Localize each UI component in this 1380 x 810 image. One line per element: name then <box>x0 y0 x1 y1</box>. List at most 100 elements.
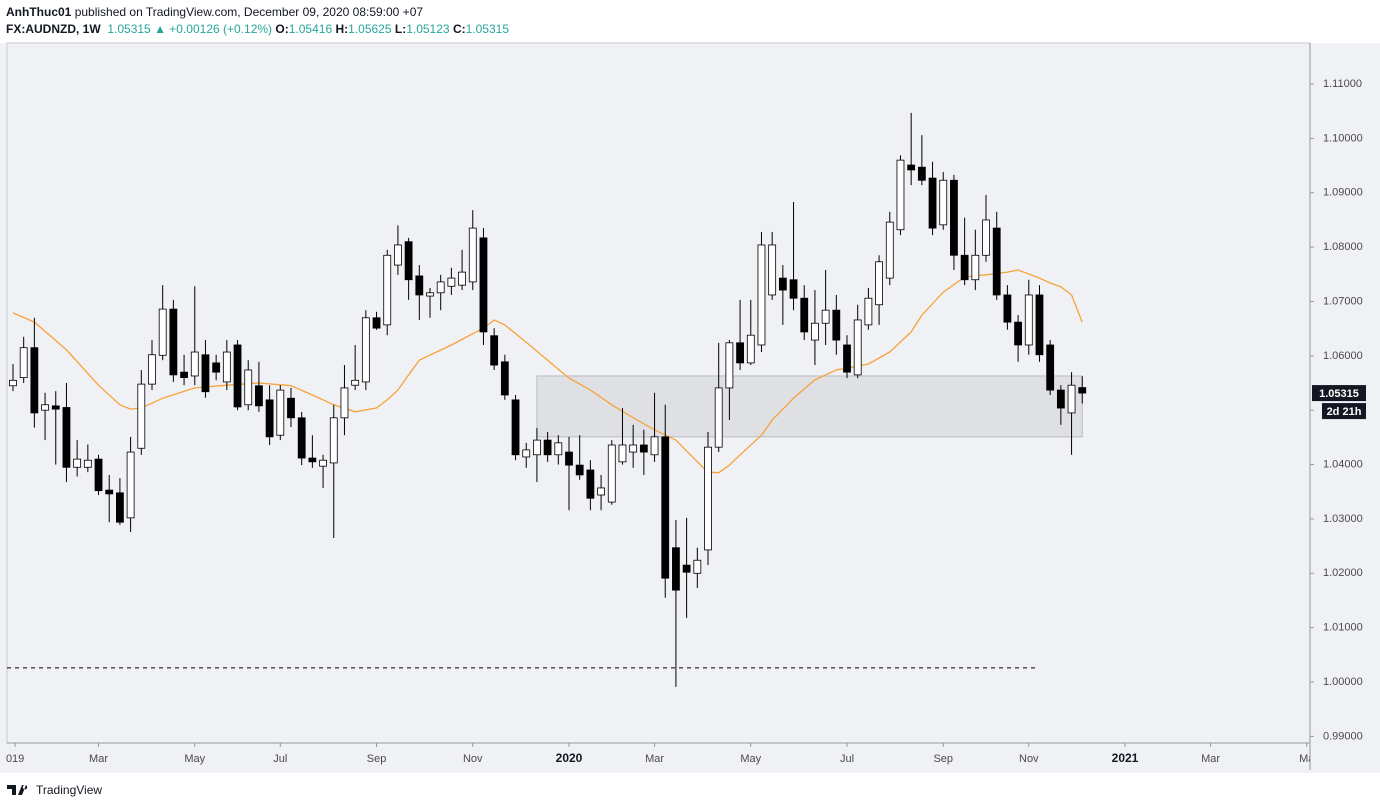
candle-body <box>308 457 317 463</box>
candle-body <box>1014 321 1022 346</box>
x-tick-label: May <box>184 753 205 765</box>
candle-body <box>265 399 274 438</box>
candle-body <box>639 444 648 453</box>
publish-line: AnhThuc01 published on TradingView.com, … <box>6 4 509 21</box>
published: published on TradingView.com, December 0… <box>74 5 424 19</box>
candle-body <box>554 442 563 456</box>
countdown-label: 2d 21h <box>1327 406 1362 418</box>
y-tick-label: 1.08000 <box>1323 241 1363 253</box>
candle-body <box>244 369 253 406</box>
candle-body <box>704 446 712 551</box>
candle-body <box>661 436 670 579</box>
candle-body <box>917 166 926 181</box>
candle-body <box>297 417 306 459</box>
candle-body <box>468 227 477 283</box>
x-tick-label: Mar <box>645 753 664 765</box>
candle-body <box>768 244 777 296</box>
x-tick-label: Nov <box>1019 753 1039 765</box>
candle-body <box>287 397 295 419</box>
candle-body <box>329 417 338 464</box>
candle-body <box>543 439 552 456</box>
candle-body <box>361 317 370 383</box>
candle-body <box>607 444 616 503</box>
candle-body <box>351 379 360 386</box>
candle-body <box>116 492 124 523</box>
candle-body <box>212 362 221 373</box>
candle-body <box>982 219 990 256</box>
candle-body <box>789 279 798 299</box>
candle-body <box>853 319 862 376</box>
chart: 019 Mar May Jul Sep Nov 2020 Mar May Jul Sep Nov 202… <box>0 42 1380 773</box>
candle-body <box>714 387 723 448</box>
candle-body <box>511 399 520 456</box>
y-tick-label: 1.06000 <box>1323 350 1363 362</box>
candle-body <box>928 177 937 229</box>
candle-body <box>693 559 702 574</box>
candle-body <box>597 487 605 496</box>
candle-body <box>533 439 541 456</box>
price-tag-label: 1.05315 <box>1319 388 1359 400</box>
candle-body <box>843 344 851 373</box>
candle-body <box>73 458 82 468</box>
candle-body <box>778 277 787 291</box>
candle-body <box>340 387 349 419</box>
candle-body <box>736 342 744 364</box>
y-tick-label: 1.03000 <box>1323 513 1363 525</box>
candle-body <box>94 458 103 492</box>
candle-body <box>821 309 830 324</box>
time-axis: 019 Mar May Jul Sep Nov 2020 Mar May Jul Sep Nov 202… <box>6 743 1315 765</box>
l-label: L: <box>394 22 407 36</box>
candle-body <box>907 164 916 171</box>
y-tick-label: 0.99000 <box>1323 730 1363 742</box>
candle-body <box>41 404 49 411</box>
candle-body <box>875 261 883 306</box>
candle-body <box>1067 384 1076 414</box>
h-value: 1.05625 <box>348 22 392 36</box>
symbol: FX:AUDNZD, 1W <box>6 22 101 36</box>
candle-body <box>586 469 595 499</box>
candle-body <box>992 227 1001 296</box>
candle-body <box>522 449 531 458</box>
candle-body <box>1035 294 1044 356</box>
candle-body <box>746 334 755 364</box>
change: ▲ +0.00126 (+0.12%) <box>154 22 273 36</box>
candle-body <box>939 179 948 226</box>
candle-body <box>500 361 509 396</box>
candle-body <box>479 237 488 333</box>
candle-body <box>276 389 285 436</box>
candle-body <box>629 444 638 453</box>
candle-body <box>800 297 809 333</box>
footer: TradingView <box>6 782 102 798</box>
candle-body <box>190 351 199 377</box>
candle-body <box>19 347 28 378</box>
x-tick-label: Jul <box>840 753 854 765</box>
candle-body <box>436 281 445 294</box>
candle-body <box>490 335 499 366</box>
candle-body <box>404 241 413 281</box>
candle-body <box>1078 387 1087 394</box>
candle-body <box>105 489 114 495</box>
candle-body <box>896 159 905 231</box>
candle-body <box>158 308 167 356</box>
plot <box>7 112 1087 687</box>
candle-body <box>319 459 327 467</box>
candle-body <box>618 444 627 463</box>
y-tick-label: 1.00000 <box>1323 676 1363 688</box>
y-tick-label: 1.02000 <box>1323 567 1363 579</box>
publisher: AnhThuc01 <box>6 5 72 19</box>
x-tick-label: Sep <box>933 753 953 765</box>
candle-body <box>885 221 894 279</box>
candle-body <box>169 308 178 376</box>
last-price: 1.05315 <box>107 22 151 36</box>
candle-body <box>575 464 584 476</box>
candle-body <box>757 244 766 346</box>
x-tick-label: 2020 <box>556 751 583 765</box>
candle-body <box>725 342 734 389</box>
candle-body <box>864 297 873 326</box>
candle-body <box>9 379 17 387</box>
candle-body <box>832 309 841 341</box>
logo <box>7 785 28 795</box>
candle-body <box>255 385 263 407</box>
candle-body <box>62 407 71 468</box>
x-tick-label: Ma <box>1299 753 1315 765</box>
